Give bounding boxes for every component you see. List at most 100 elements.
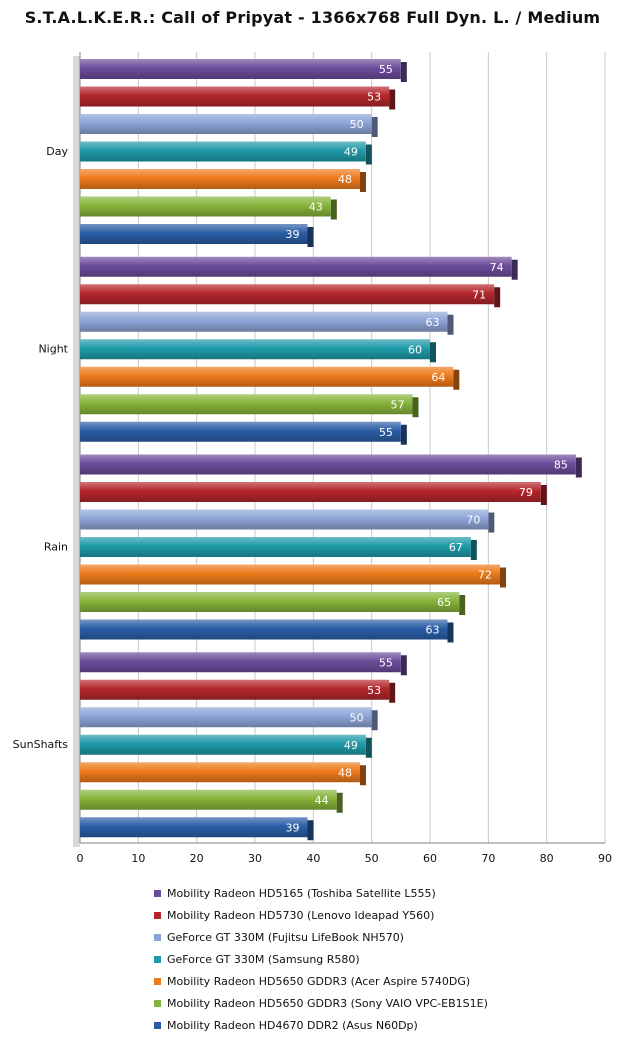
legend-label: Mobility Radeon HD5730 (Lenovo Ideapad Y… <box>167 908 435 922</box>
x-tick-label: 30 <box>248 852 262 865</box>
bar-shadow <box>330 199 337 220</box>
bar-value-label: 43 <box>309 201 323 214</box>
bar <box>80 284 495 305</box>
chart-title: S.T.A.L.K.E.R.: Call of Pripyat - 1366x7… <box>24 8 601 27</box>
bar <box>80 256 512 277</box>
bar-value-label: 57 <box>391 398 405 411</box>
bar-value-label: 39 <box>286 228 300 241</box>
bar-shadow <box>371 710 378 731</box>
bar <box>80 762 360 783</box>
bar-shadow <box>360 172 366 192</box>
legend-swatch <box>154 977 161 985</box>
bar-shadow <box>400 62 407 82</box>
x-tick-label: 50 <box>365 852 379 865</box>
bar-value-label: 72 <box>478 569 492 582</box>
legend-swatch <box>154 955 161 963</box>
legend-swatch <box>154 999 161 1007</box>
bar <box>80 224 308 244</box>
x-tick-label: 90 <box>598 852 612 865</box>
bar-value-label: 71 <box>472 288 486 301</box>
bar <box>80 679 390 700</box>
category-label: SunShafts <box>13 738 69 751</box>
bar <box>80 59 401 79</box>
bar-shadow <box>389 89 396 110</box>
bar <box>80 537 471 557</box>
legend-label: Mobility Radeon HD5650 GDDR3 (Acer Aspir… <box>167 974 471 988</box>
legend-item: Mobility Radeon HD5650 GDDR3 (Sony VAIO … <box>154 992 488 1014</box>
bar-value-label: 55 <box>379 656 393 669</box>
bar <box>80 196 331 217</box>
bar-shadow <box>360 765 366 786</box>
bar-shadow <box>575 457 582 478</box>
bar <box>80 592 460 612</box>
bar <box>80 114 372 134</box>
legend-item: Mobility Radeon HD4670 DDR2 (Asus N60Dp) <box>154 1014 488 1036</box>
bar <box>80 652 401 673</box>
chart-side-wall <box>73 56 80 847</box>
bar-shadow <box>500 567 506 588</box>
bar-value-label: 60 <box>408 343 422 356</box>
bar-shadow <box>400 424 407 445</box>
legend-item: Mobility Radeon HD5165 (Toshiba Satellit… <box>154 882 488 904</box>
x-tick-label: 10 <box>131 852 145 865</box>
bar-shadow <box>540 485 547 505</box>
bar-value-label: 63 <box>426 624 440 637</box>
category-label: Night <box>38 343 68 356</box>
bar-value-label: 50 <box>350 118 364 131</box>
bar <box>80 421 401 442</box>
bar <box>80 394 413 415</box>
category-label: Day <box>46 145 68 158</box>
x-tick-label: 60 <box>423 852 437 865</box>
legend-item: GeForce GT 330M (Samsung R580) <box>154 948 488 970</box>
x-tick-label: 20 <box>190 852 204 865</box>
bar <box>80 311 448 332</box>
bar <box>80 86 390 107</box>
legend-label: Mobility Radeon HD5650 GDDR3 (Sony VAIO … <box>167 996 488 1010</box>
bar-shadow <box>389 682 396 703</box>
bar-value-label: 53 <box>367 684 381 697</box>
bar-value-label: 63 <box>426 316 440 329</box>
bar-value-label: 50 <box>350 711 364 724</box>
legend-item: Mobility Radeon HD5730 (Lenovo Ideapad Y… <box>154 904 488 926</box>
bar <box>80 817 308 838</box>
bar-shadow <box>488 512 495 533</box>
bar-shadow <box>371 117 378 137</box>
bar-shadow <box>453 369 460 390</box>
bar-shadow <box>307 820 314 841</box>
bar-value-label: 48 <box>338 173 352 186</box>
legend: Mobility Radeon HD5165 (Toshiba Satellit… <box>154 882 488 1036</box>
bar-value-label: 49 <box>344 739 358 752</box>
bar-shadow <box>336 792 343 813</box>
bar-value-label: 44 <box>315 794 329 807</box>
bar-value-label: 74 <box>490 261 504 274</box>
bar-shadow <box>447 622 454 643</box>
legend-swatch <box>154 911 161 919</box>
legend-item: Mobility Radeon HD5650 GDDR3 (Acer Aspir… <box>154 970 488 992</box>
bar <box>80 169 360 189</box>
bar-shadow <box>459 595 466 615</box>
bar-value-label: 55 <box>379 426 393 439</box>
legend-label: Mobility Radeon HD4670 DDR2 (Asus N60Dp) <box>167 1018 418 1032</box>
bar <box>80 366 454 387</box>
bar <box>80 789 337 810</box>
category-label: Rain <box>44 540 68 553</box>
bar-shadow <box>430 342 436 363</box>
bar-shadow <box>307 227 314 247</box>
bar-value-label: 79 <box>519 486 533 499</box>
bar-shadow <box>412 397 419 418</box>
bar-value-label: 85 <box>554 459 568 472</box>
bar-shadow <box>400 655 407 676</box>
bar-value-label: 67 <box>449 541 463 554</box>
bar <box>80 509 489 530</box>
legend-label: Mobility Radeon HD5165 (Toshiba Satellit… <box>167 886 436 900</box>
bar-chart: 0 10 20 30 40 50 60 70 80 90 Day Night Rain SunShafts… <box>13 52 612 865</box>
legend-item: GeForce GT 330M (Fujitsu LifeBook NH570) <box>154 926 488 948</box>
bar-layer <box>80 59 582 841</box>
bar-value-label: 49 <box>344 146 358 159</box>
bar-shadow <box>511 259 518 280</box>
bar-value-label: 53 <box>367 91 381 104</box>
bar-value-label: 65 <box>437 596 451 609</box>
bar-value-label: 48 <box>338 766 352 779</box>
legend-swatch <box>154 889 161 897</box>
bar <box>80 619 448 640</box>
